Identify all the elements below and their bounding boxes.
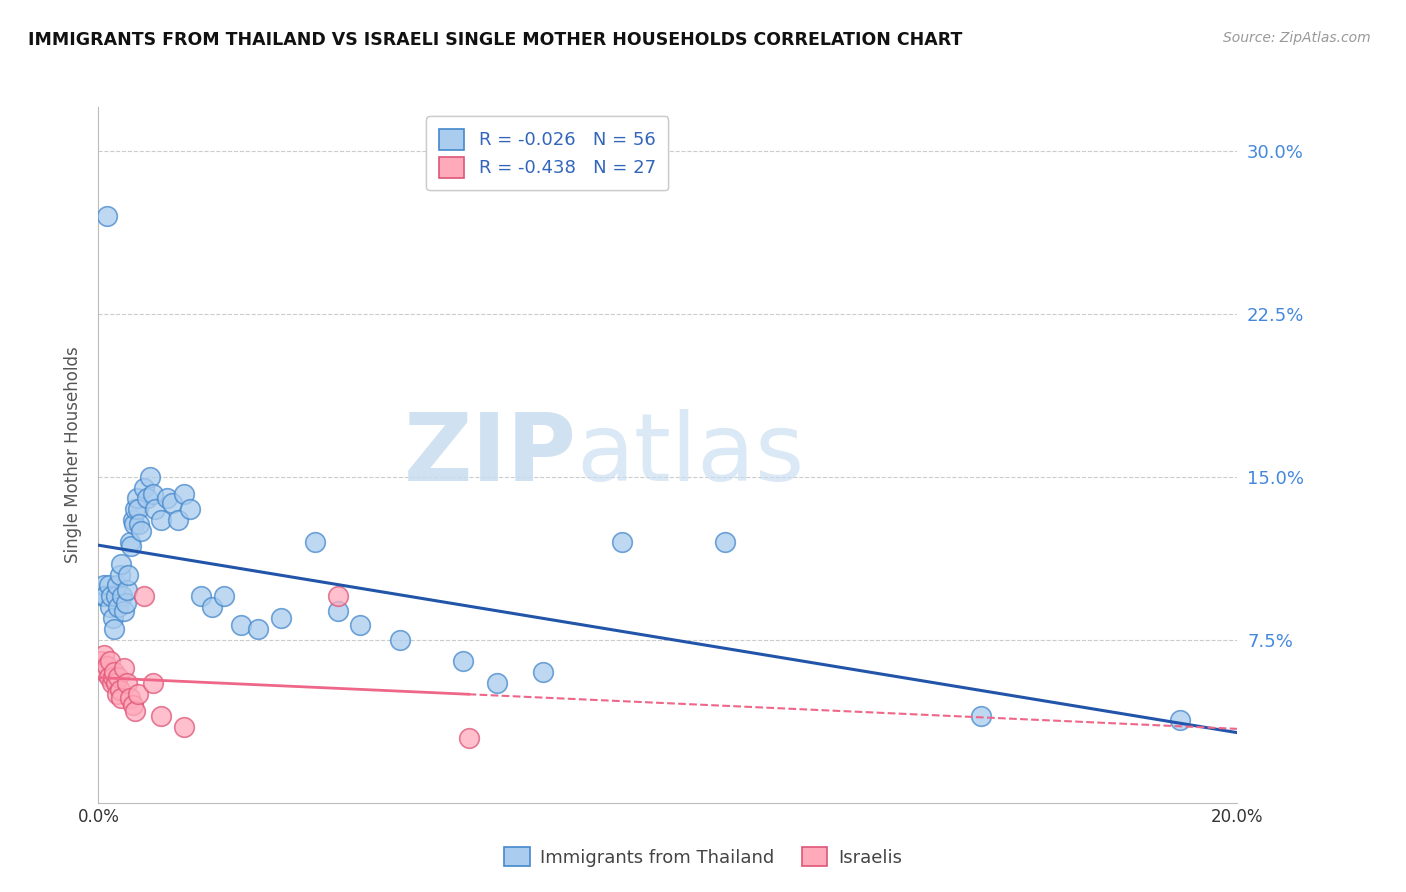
Text: IMMIGRANTS FROM THAILAND VS ISRAELI SINGLE MOTHER HOUSEHOLDS CORRELATION CHART: IMMIGRANTS FROM THAILAND VS ISRAELI SING… <box>28 31 963 49</box>
Point <box>107 670 129 684</box>
Point <box>212 589 235 603</box>
Point <box>101 670 124 684</box>
Point <box>127 491 149 506</box>
Point <box>150 513 173 527</box>
Point <box>112 661 135 675</box>
Point <box>451 655 474 669</box>
Point <box>190 589 212 603</box>
Point <box>129 524 152 538</box>
Legend: Immigrants from Thailand, Israelis: Immigrants from Thailand, Israelis <box>496 840 910 874</box>
Point <box>246 622 269 636</box>
Point <box>114 596 136 610</box>
Point <box>93 648 115 662</box>
Point <box>326 605 349 619</box>
Point <box>96 209 118 223</box>
Point <box>107 600 129 615</box>
Point <box>104 589 127 603</box>
Point <box>100 589 122 603</box>
Point <box>970 708 993 723</box>
Point <box>1170 713 1192 727</box>
Point <box>115 582 138 597</box>
Point <box>531 665 554 680</box>
Point <box>179 502 201 516</box>
Text: Source: ZipAtlas.com: Source: ZipAtlas.com <box>1223 31 1371 45</box>
Point <box>112 605 135 619</box>
Point <box>270 611 292 625</box>
Point <box>141 487 163 501</box>
Point <box>167 513 190 527</box>
Legend: R = -0.026   N = 56, R = -0.438   N = 27: R = -0.026 N = 56, R = -0.438 N = 27 <box>426 116 668 190</box>
Point <box>486 676 509 690</box>
Text: atlas: atlas <box>576 409 806 501</box>
Point <box>135 491 157 506</box>
Point <box>118 534 141 549</box>
Point <box>108 567 131 582</box>
Point <box>110 557 132 571</box>
Point <box>124 502 146 516</box>
Point <box>98 600 121 615</box>
Point <box>127 687 149 701</box>
Point <box>91 661 114 675</box>
Point <box>457 731 479 745</box>
Point <box>145 502 167 516</box>
Point <box>103 665 125 680</box>
Text: ZIP: ZIP <box>404 409 576 501</box>
Point <box>90 655 112 669</box>
Point <box>94 589 117 603</box>
Point <box>118 691 141 706</box>
Point <box>229 617 252 632</box>
Point <box>132 589 155 603</box>
Point <box>120 539 142 553</box>
Point <box>138 469 160 483</box>
Point <box>105 687 128 701</box>
Point <box>103 622 125 636</box>
Point <box>91 589 114 603</box>
Point <box>173 487 195 501</box>
Point <box>121 513 143 527</box>
Point <box>94 665 117 680</box>
Point <box>714 534 737 549</box>
Point <box>96 658 118 673</box>
Point <box>156 491 179 506</box>
Point <box>108 682 131 697</box>
Point <box>111 589 134 603</box>
Point <box>115 676 138 690</box>
Point <box>122 517 145 532</box>
Point <box>326 589 349 603</box>
Point <box>201 600 224 615</box>
Point <box>173 720 195 734</box>
Y-axis label: Single Mother Households: Single Mother Households <box>65 347 83 563</box>
Point <box>97 670 120 684</box>
Point <box>93 578 115 592</box>
Point <box>389 632 412 647</box>
Point <box>141 676 163 690</box>
Point <box>304 534 326 549</box>
Point <box>110 691 132 706</box>
Point <box>97 578 120 592</box>
Point <box>117 567 139 582</box>
Point <box>104 676 127 690</box>
Point <box>132 481 155 495</box>
Point <box>162 496 184 510</box>
Point <box>100 676 122 690</box>
Point <box>127 502 149 516</box>
Point <box>150 708 173 723</box>
Point <box>101 611 124 625</box>
Point <box>128 517 150 532</box>
Point <box>124 705 146 719</box>
Point <box>121 698 143 712</box>
Point <box>612 534 634 549</box>
Point <box>349 617 371 632</box>
Point <box>105 578 128 592</box>
Point <box>98 655 121 669</box>
